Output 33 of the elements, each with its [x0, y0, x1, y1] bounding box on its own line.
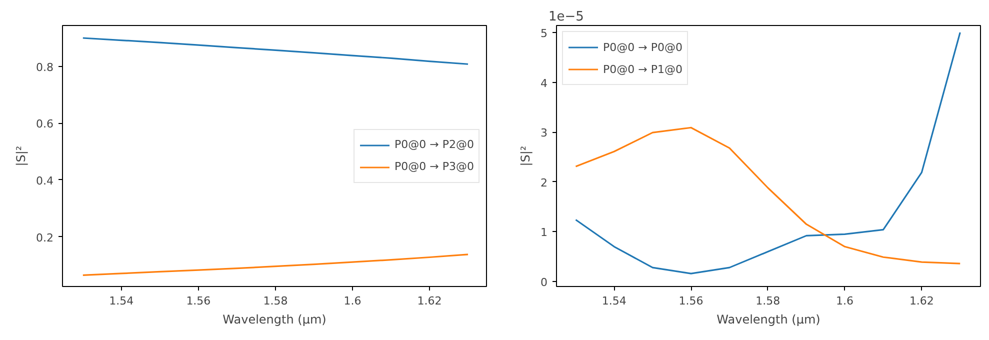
y-tick-label: 0.6 — [36, 118, 54, 131]
legend-label: P0@0 → P1@0 — [603, 62, 682, 76]
x-tick-label: 1.6 — [344, 294, 362, 308]
x-tick-label: 1.56 — [678, 294, 704, 308]
legend-label: P0@0 → P0@0 — [603, 40, 682, 54]
x-tick-label: 1.58 — [756, 294, 780, 308]
y-tick-label: 1 — [540, 226, 548, 240]
text: 1e−5 — [548, 10, 584, 24]
y-tick-label: 0.2 — [36, 231, 54, 244]
y-tick-label: 0.4 — [36, 174, 54, 188]
x-tick-label: 1.6 — [836, 294, 854, 308]
x-tick-label: 1.62 — [909, 294, 934, 308]
x-tick-label: 1.54 — [602, 294, 626, 308]
x-tick-label: 1.62 — [417, 294, 442, 308]
y-tick-label: 0.8 — [36, 60, 54, 74]
y-tick-label: 0 — [540, 276, 548, 290]
line-series — [574, 32, 961, 274]
x-axis-title: Wavelength (µm) — [222, 312, 326, 326]
x-tick-label: 1.54 — [109, 294, 134, 308]
x-tick-label: 1.56 — [186, 294, 211, 308]
legend-label: P0@0 → P3@0 — [394, 160, 474, 173]
y-axis-title: |S|² — [14, 146, 28, 166]
x-tick-label: 1.58 — [263, 294, 288, 308]
line-series — [82, 254, 469, 276]
y-axis-title: |S|² — [518, 146, 532, 166]
y-tick-label: 2 — [540, 176, 548, 190]
y-tick-label: 3 — [540, 126, 548, 140]
x-axis-title: Wavelength (µm) — [716, 312, 820, 326]
line-series — [82, 37, 469, 65]
line-series — [574, 126, 961, 264]
y-tick-label: 4 — [540, 76, 548, 90]
y-tick-label: 5 — [540, 26, 548, 40]
legend-label: P0@0 → P2@0 — [394, 138, 474, 151]
